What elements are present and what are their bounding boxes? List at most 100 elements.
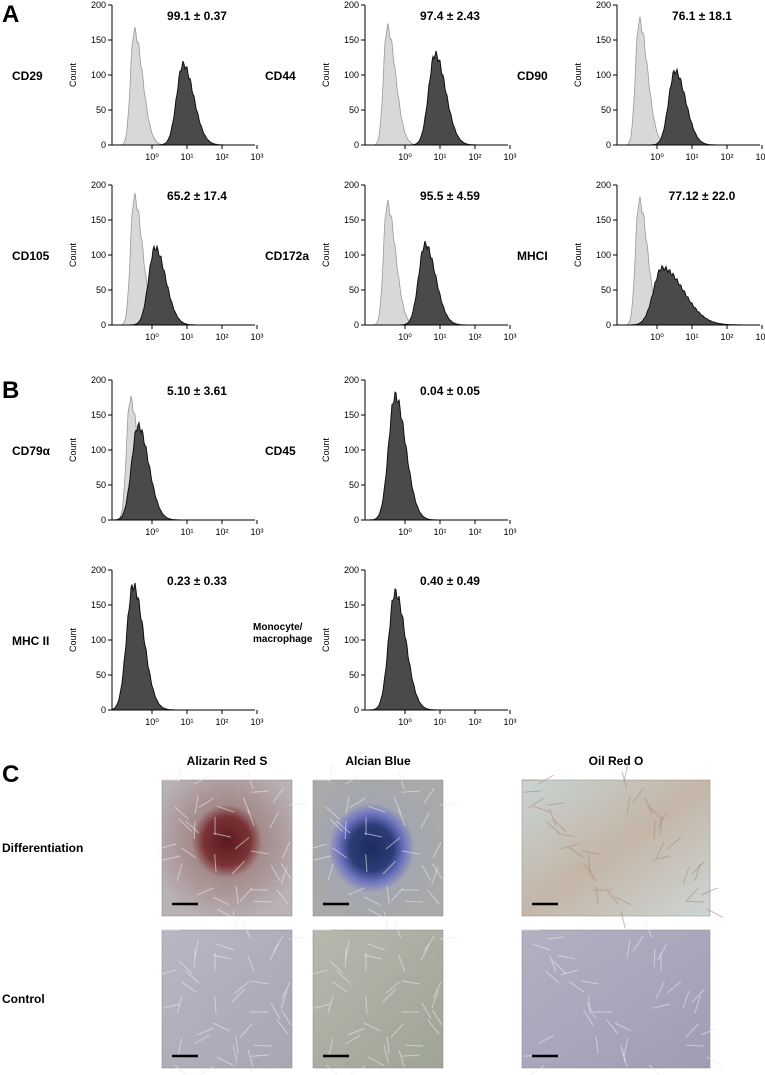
cell-streak xyxy=(178,960,193,974)
cell-streak xyxy=(344,1034,361,1045)
cell-streak xyxy=(365,854,368,873)
marker-curve xyxy=(365,391,508,521)
marker-label-line: macrophage xyxy=(253,634,313,645)
y-axis-label: Count xyxy=(573,243,583,268)
cell-streak xyxy=(432,981,442,999)
cell-streak xyxy=(269,943,279,961)
cell-streak xyxy=(276,889,289,905)
cell-streak xyxy=(385,837,401,850)
cell-streak xyxy=(404,900,424,903)
cell-streak xyxy=(344,820,347,840)
cell-streak xyxy=(431,990,439,1009)
cell-streak xyxy=(329,818,344,832)
y-tick-label: 50 xyxy=(349,480,359,490)
cell-streak xyxy=(560,843,579,850)
cell-streak xyxy=(280,863,292,880)
cell-streak xyxy=(288,936,307,940)
x-tick-label: 10⁰ xyxy=(398,527,412,537)
cell-streak xyxy=(685,1044,705,1047)
cell-streak xyxy=(560,969,579,976)
cell-streak xyxy=(652,855,671,861)
cell-streak xyxy=(523,790,542,793)
micrograph-image xyxy=(521,929,711,1069)
y-axis-label: Count xyxy=(68,63,78,88)
cell-streak xyxy=(700,887,718,896)
cell-streak xyxy=(706,1056,724,1066)
micrograph-image xyxy=(161,779,293,917)
y-tick-label: 0 xyxy=(606,320,611,330)
x-tick-label: 10² xyxy=(468,717,481,727)
row-label: Differentiation xyxy=(2,841,83,855)
micrograph-image xyxy=(312,929,444,1069)
cell-streak xyxy=(393,797,402,815)
x-tick-label: 10³ xyxy=(250,717,263,727)
cell-streak xyxy=(398,771,405,790)
cell-streak xyxy=(253,900,273,903)
y-tick-label: 0 xyxy=(606,140,611,150)
column-header: Alizarin Red S xyxy=(187,754,268,768)
cell-streak xyxy=(632,935,644,952)
cell-streak xyxy=(623,764,629,783)
cell-streak xyxy=(281,981,291,999)
x-tick-label: 10³ xyxy=(503,152,516,162)
histogram: 0 50 100 150 200 10⁰ 10¹ 10² 10³ Count 76.1 ± 18.1… xyxy=(517,0,765,162)
cell-streak xyxy=(431,866,439,885)
cell-streak xyxy=(421,864,432,881)
y-tick-label: 200 xyxy=(344,375,359,385)
x-tick-label: 10¹ xyxy=(180,527,193,537)
cell-streak xyxy=(421,1002,432,1019)
cell-streak xyxy=(586,1002,597,1019)
histogram: 0 50 100 150 200 10⁰ 10¹ 10² 10³ Count 0.04 ± 0.05… xyxy=(265,375,517,537)
y-axis-label: Count xyxy=(68,243,78,268)
cell-streak xyxy=(235,1035,239,1054)
cell-streak xyxy=(247,1049,254,1068)
x-tick-label: 10³ xyxy=(250,332,263,342)
cell-streak xyxy=(280,866,288,885)
y-tick-label: 50 xyxy=(349,670,359,680)
cell-streak xyxy=(365,996,368,1015)
y-tick-label: 150 xyxy=(596,35,611,45)
x-tick-label: 10² xyxy=(468,332,481,342)
cell-streak xyxy=(344,948,347,968)
y-tick-label: 100 xyxy=(91,250,106,260)
cell-streak xyxy=(546,802,565,806)
cell-streak xyxy=(281,841,291,859)
x-tick-label: 10² xyxy=(215,527,228,537)
x-tick-label: 10³ xyxy=(503,717,516,727)
cell-streak xyxy=(336,970,351,984)
cell-streak xyxy=(552,818,567,832)
histogram: 0 50 100 150 200 10⁰ 10¹ 10² 10³ Count 97.4 ± 2.43… xyxy=(265,0,517,162)
cell-streak xyxy=(552,960,567,974)
y-tick-label: 0 xyxy=(354,140,359,150)
x-tick-label: 10² xyxy=(215,717,228,727)
y-tick-label: 150 xyxy=(344,600,359,610)
cell-streak xyxy=(653,820,656,840)
cell-streak xyxy=(331,847,348,859)
y-tick-label: 200 xyxy=(91,375,106,385)
cell-streak xyxy=(242,797,251,815)
y-tick-label: 100 xyxy=(344,250,359,260)
x-tick-label: 10⁰ xyxy=(145,332,159,342)
cell-streak xyxy=(272,787,284,804)
cell-streak xyxy=(367,1056,385,1066)
cell-streak xyxy=(344,774,361,785)
cell-streak xyxy=(309,969,328,976)
cell-streak xyxy=(549,808,557,827)
cell-streak xyxy=(626,939,631,958)
x-tick-label: 10³ xyxy=(250,152,263,162)
x-tick-label: 10¹ xyxy=(180,717,193,727)
cell-streak xyxy=(193,820,196,840)
cell-streak xyxy=(178,818,193,832)
cell-streak xyxy=(239,1023,253,1038)
y-tick-label: 0 xyxy=(354,320,359,330)
cell-streak xyxy=(420,811,430,829)
cell-streak xyxy=(367,805,386,813)
y-tick-label: 0 xyxy=(101,515,106,525)
y-tick-label: 50 xyxy=(349,285,359,295)
x-tick-label: 10⁰ xyxy=(145,527,159,537)
cell-streak xyxy=(620,1044,626,1063)
cell-streak xyxy=(431,863,443,880)
cell-streak xyxy=(595,1035,599,1054)
cell-streak xyxy=(586,864,597,881)
